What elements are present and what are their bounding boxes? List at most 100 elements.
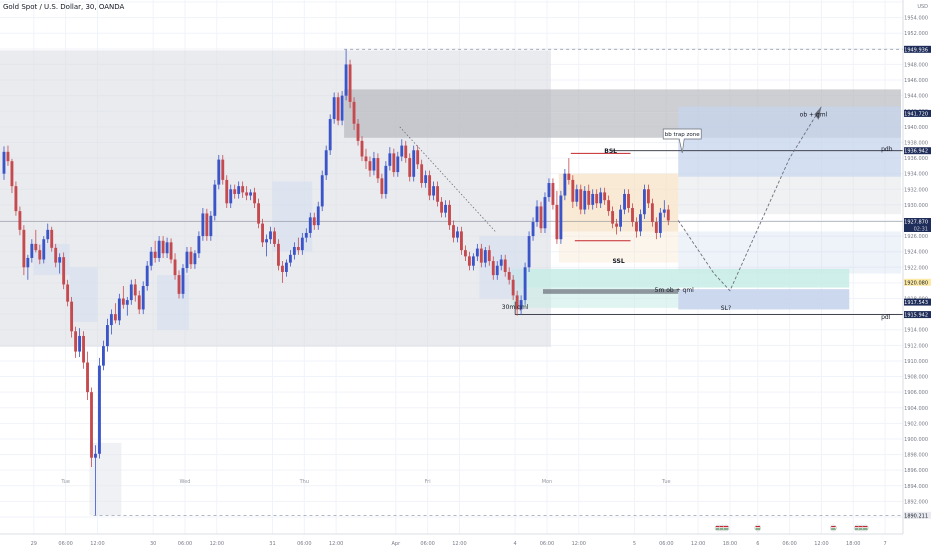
candle-body: [105, 325, 109, 347]
candle-body: [658, 212, 662, 233]
candle-body: [54, 247, 58, 263]
candle-body: [639, 214, 642, 232]
downtrend-line: [399, 126, 496, 232]
candle-body: [583, 190, 587, 210]
candle-body: [82, 335, 85, 363]
candle-body: [308, 217, 312, 233]
candle-body: [46, 229, 50, 240]
price-axis-panel: [903, 0, 932, 550]
y-tick-label: 1902.000: [904, 421, 928, 427]
candle-body: [145, 265, 149, 287]
candle-body: [233, 189, 237, 194]
candle-body: [635, 222, 638, 232]
candle-body: [348, 64, 352, 102]
price-badge: [904, 298, 931, 306]
candle-body: [424, 175, 428, 184]
candle-body: [444, 204, 447, 213]
candle-body: [615, 223, 619, 227]
y-tick-label: 1892.000: [904, 499, 928, 505]
candle-body: [66, 284, 70, 302]
y-tick-label: 1926.000: [904, 234, 928, 240]
candle-body: [372, 158, 376, 171]
candle-body: [18, 211, 22, 230]
candle-body: [30, 243, 34, 258]
session-box: [479, 236, 528, 299]
session-box: [69, 267, 98, 322]
x-tick-label: 5: [633, 541, 636, 547]
candle-body: [384, 165, 388, 194]
candle-body: [531, 222, 535, 237]
candle-body: [269, 231, 272, 240]
y-tick-label: 1896.000: [904, 468, 928, 474]
candle-body: [241, 186, 245, 193]
event-flag-circle: [861, 524, 869, 532]
price-badge-label: 1927.870: [904, 219, 928, 225]
x-tick-label: 30: [150, 541, 156, 547]
candle-body: [535, 206, 539, 223]
candle-body: [296, 247, 300, 251]
candle-body: [217, 159, 221, 185]
candle-body: [253, 192, 257, 204]
x-tick-label: 12:00: [572, 541, 586, 547]
premium-zone: [678, 176, 901, 215]
price-badge-label: 1936.942: [904, 149, 928, 155]
event-flag-icon: [861, 524, 869, 532]
x-tick-label: 18:00: [723, 541, 737, 547]
candle-body: [551, 183, 555, 205]
x-tick-label: 29: [31, 541, 37, 547]
ob-qml-target-zone: [678, 106, 901, 177]
candle-body: [90, 392, 93, 458]
y-tick-label: 1924.000: [904, 250, 928, 256]
event-flag-circle: [830, 524, 837, 532]
event-flag-icon: [722, 524, 730, 532]
x-tick-label: 06:00: [420, 541, 434, 547]
y-tick-label: 1922.000: [904, 265, 928, 271]
callout-bubble: [662, 128, 702, 154]
x-tick-label: 6: [756, 541, 759, 547]
symbol-title: Gold Spot / U.S. Dollar, 30, OANDA: [3, 3, 125, 11]
candle-body: [499, 259, 503, 266]
event-flag-stripe: [831, 526, 836, 528]
candle-body: [229, 189, 233, 204]
candle-body: [2, 151, 6, 174]
candle-body: [559, 195, 563, 240]
candle-body: [10, 161, 14, 187]
candle-body: [94, 453, 97, 458]
y-tick-label: 1952.000: [904, 31, 928, 37]
y-tick-label: 1912.000: [904, 343, 928, 349]
candle-body: [74, 331, 78, 352]
price-badge-label: 1941.720: [904, 111, 928, 117]
price-badge-countdown: 02:31: [914, 226, 928, 232]
candle-body: [360, 140, 364, 157]
y-tick-label: 1930.000: [904, 203, 928, 209]
candle-body: [603, 192, 607, 201]
annotation-pdl: pdl: [881, 314, 891, 321]
candle-body: [281, 265, 284, 272]
candle-body: [523, 267, 527, 301]
event-flag-stripe: [855, 528, 860, 530]
y-tick-label: 1938.000: [904, 140, 928, 146]
event-flag-stripe: [859, 528, 864, 530]
y-tick-label: 1914.000: [904, 328, 928, 334]
candle-body: [328, 119, 332, 151]
y-tick-label: 1940.000: [904, 125, 928, 131]
annotation-5m-ob-qml: 5m ob + qml: [655, 287, 695, 294]
x-tick-label: 06:00: [659, 541, 673, 547]
candle-body: [631, 208, 634, 223]
event-flag-stripe: [723, 526, 729, 528]
candle-body: [149, 251, 153, 266]
candle-body: [265, 239, 268, 243]
candle-body: [304, 232, 308, 238]
y-tick-label: 1894.000: [904, 484, 928, 490]
candle-body: [312, 217, 316, 226]
y-tick-label: 1954.000: [904, 16, 928, 22]
candle-body: [543, 197, 547, 229]
candle-body: [380, 178, 384, 194]
day-label: Fri: [425, 479, 431, 485]
candle-body: [261, 223, 264, 243]
candle-body: [14, 186, 18, 212]
candle-body: [420, 164, 424, 184]
candle-body: [607, 200, 611, 212]
